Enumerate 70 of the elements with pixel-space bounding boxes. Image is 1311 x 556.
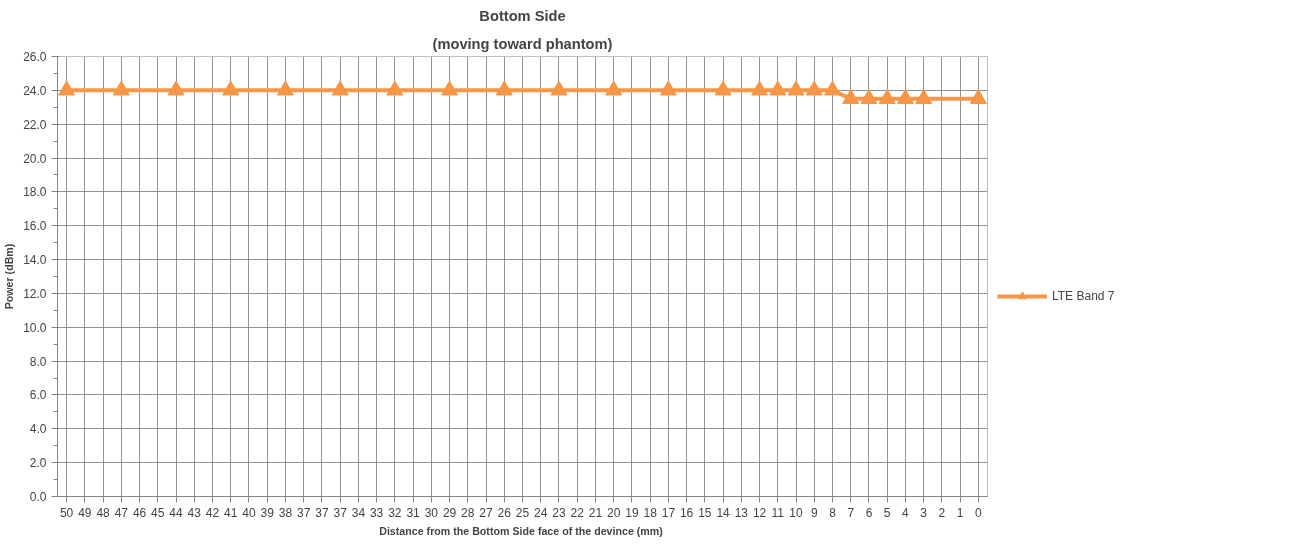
x-tick-label: 21 (588, 505, 603, 520)
x-tick-label: 44 (169, 505, 184, 520)
x-tick-label: 42 (205, 505, 220, 520)
y-tick-label: 16.0 (23, 219, 47, 234)
x-tick-label: 48 (96, 505, 111, 520)
x-tick-label: 31 (406, 505, 421, 520)
x-tick-label: 16 (679, 505, 694, 520)
x-tick-label: 33 (369, 505, 384, 520)
x-tick-label: 37 (297, 505, 311, 520)
y-tick-label: 26.0 (23, 50, 47, 64)
x-tick-label: 12 (752, 505, 767, 520)
legend-label: LTE Band 7 (1052, 289, 1115, 303)
x-tick-label: 34 (351, 505, 366, 520)
x-tick-label: 37 (333, 505, 348, 520)
y-tick-label: 20.0 (23, 151, 47, 166)
x-tick-label: 43 (187, 505, 202, 520)
x-tick-label: 32 (388, 505, 402, 520)
x-tick-label: 17 (661, 505, 676, 520)
x-tick-label: 18 (643, 505, 658, 520)
chart-title: Bottom Side (479, 7, 566, 24)
y-axis-title: Power (dBm) (3, 243, 16, 310)
x-tick-label: 0 (975, 505, 983, 520)
y-tick-label: 10.0 (23, 320, 47, 335)
x-tick-label: 9 (810, 505, 818, 520)
x-tick-label: 26 (497, 505, 512, 520)
x-tick-label: 1 (956, 505, 964, 520)
x-tick-label: 29 (442, 505, 457, 520)
x-tick-label: 25 (515, 505, 530, 520)
x-tick-label: 13 (734, 505, 749, 520)
x-tick-label: 7 (847, 505, 855, 520)
x-tick-label: 19 (625, 505, 639, 520)
x-tick-label: 6 (865, 505, 873, 520)
x-tick-label: 27 (479, 505, 494, 520)
y-tick-label: 2.0 (29, 456, 47, 471)
x-tick-label: 22 (570, 505, 585, 520)
y-tick-label: 14.0 (23, 253, 47, 268)
x-tick-label: 23 (552, 505, 566, 520)
y-tick-label: 8.0 (29, 354, 47, 369)
x-tick-label: 37 (315, 505, 329, 520)
x-tick-label: 30 (424, 505, 439, 520)
x-tick-label: 15 (698, 505, 712, 520)
x-tick-label: 2 (938, 505, 946, 520)
x-tick-label: 49 (78, 505, 92, 520)
x-axis-title: Distance from the Bottom Side face of the devince (mm) (379, 524, 664, 537)
y-tick-label: 18.0 (23, 185, 47, 200)
x-tick-label: 41 (224, 505, 238, 520)
x-tick-label: 8 (829, 505, 837, 520)
y-tick-label: 24.0 (23, 83, 47, 98)
chart-subtitle: (moving toward phantom) (432, 35, 613, 52)
x-tick-label: 20 (607, 505, 621, 520)
x-tick-label: 28 (461, 505, 475, 520)
x-tick-label: 45 (151, 505, 165, 520)
x-tick-label: 14 (716, 505, 731, 520)
x-tick-label: 24 (534, 505, 548, 520)
y-tick-label: 0.0 (29, 490, 47, 504)
y-tick-label: 12.0 (23, 286, 47, 301)
x-tick-label: 39 (260, 505, 275, 520)
x-tick-label: 40 (242, 505, 256, 520)
x-tick-label: 50 (59, 505, 74, 520)
y-tick-label: 4.0 (29, 422, 47, 437)
x-tick-label: 4 (902, 505, 910, 520)
x-tick-label: 3 (920, 505, 928, 520)
x-tick-label: 46 (132, 505, 147, 520)
y-tick-label: 6.0 (29, 388, 47, 403)
x-tick-label: 47 (114, 505, 129, 520)
x-tick-label: 5 (883, 505, 891, 520)
y-tick-label: 22.0 (23, 117, 47, 132)
x-tick-label: 10 (789, 505, 804, 520)
x-tick-label: 11 (771, 505, 785, 520)
x-tick-label: 38 (278, 505, 293, 520)
